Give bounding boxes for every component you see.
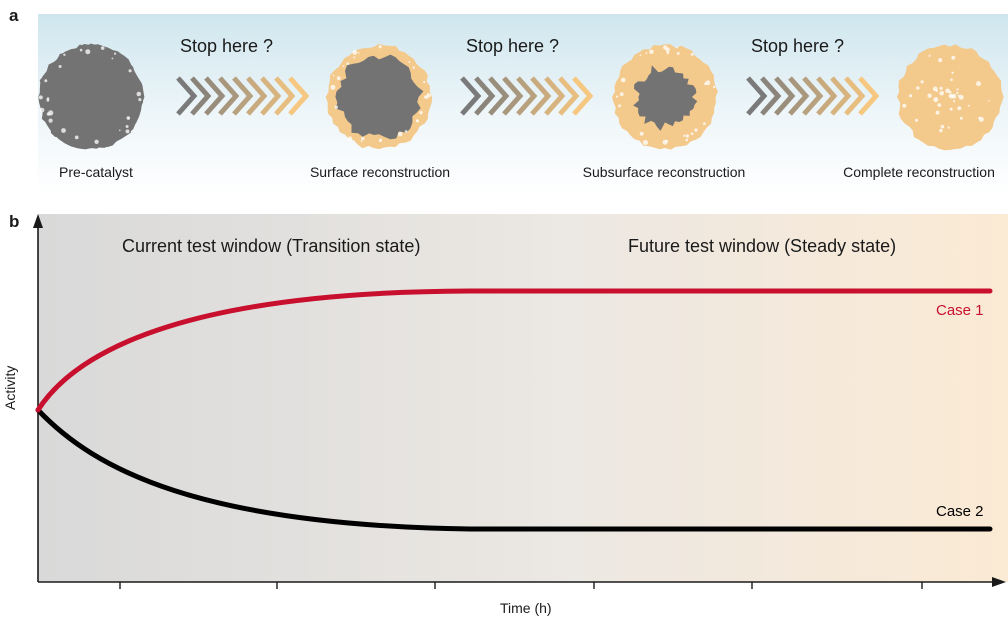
stage-label-surface: Surface reconstruction [309, 164, 451, 180]
y-axis-label: Activity [2, 365, 18, 410]
panel-b-label: b [9, 212, 20, 231]
chevron-icon [488, 76, 510, 116]
plot-background [38, 214, 1008, 582]
case-1-label: Case 1 [936, 302, 984, 319]
panel-a-label: a [9, 6, 19, 25]
chevron-icon [816, 76, 838, 116]
stop-here-label-1: Stop here ? [180, 36, 274, 56]
chevron-icon [274, 76, 296, 116]
chevron-arrow-3 [746, 76, 880, 116]
chevron-icon [788, 76, 810, 116]
stage-label-complete: Complete reconstruction [843, 164, 995, 180]
chevron-icon [502, 76, 524, 116]
chevron-icon [204, 76, 226, 116]
chevron-icon [746, 76, 768, 116]
case-1-line [35, 288, 993, 413]
chevron-arrow-1 [176, 76, 310, 116]
chevron-icon [844, 76, 866, 116]
current-test-window-label: Current test window (Transition state) [122, 236, 421, 256]
chevron-icon [516, 76, 538, 116]
x-axis-arrow-icon [992, 577, 1006, 587]
chevron-icon [260, 76, 282, 116]
chevron-icon [190, 76, 212, 116]
stop-here-label-3: Stop here ? [751, 36, 845, 56]
reconstruction-process-panel: Stop here ? Stop here ? Stop here ? Pre-… [38, 14, 1008, 196]
x-axis-ticks [119, 582, 923, 589]
chevron-icon [460, 76, 482, 116]
chevron-icon [830, 76, 852, 116]
chevron-arrow-2 [460, 76, 594, 116]
stage-label-subsurface: Subsurface reconstruction [582, 164, 746, 180]
chevron-icon [232, 76, 254, 116]
chevron-icon [558, 76, 580, 116]
chevron-icon [218, 76, 240, 116]
chevron-icon [530, 76, 552, 116]
particle-surface-reconstruction [325, 44, 432, 150]
future-test-window-label: Future test window (Steady state) [628, 236, 897, 256]
x-axis-label: Time (h) [500, 600, 552, 616]
particle-complete-reconstruction [896, 44, 1004, 151]
chevron-icon [572, 76, 594, 116]
chevron-icon [246, 76, 268, 116]
stop-here-label-2: Stop here ? [466, 36, 560, 56]
chevron-icon [760, 76, 782, 116]
chevron-icon [802, 76, 824, 116]
chevron-icon [176, 76, 198, 116]
case-2-line [35, 407, 993, 532]
particle-pre-catalyst [38, 43, 145, 150]
case-2-label: Case 2 [936, 503, 984, 520]
chevron-icon [858, 76, 880, 116]
chevron-icon [544, 76, 566, 116]
chevron-icon [774, 76, 796, 116]
stage-label-pre-catalyst: Pre-catalyst [59, 164, 133, 180]
y-axis-arrow-icon [33, 214, 43, 228]
chevron-icon [474, 76, 496, 116]
particle-subsurface-reconstruction [612, 44, 718, 150]
chevron-icon [288, 76, 310, 116]
